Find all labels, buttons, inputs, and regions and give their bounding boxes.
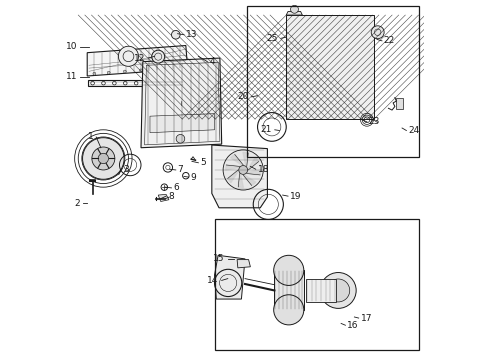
Polygon shape [243,174,256,185]
Bar [286,15,374,119]
Polygon shape [158,194,169,202]
Circle shape [123,70,126,73]
Text: 24: 24 [408,126,419,135]
Polygon shape [150,114,215,133]
Text: 22: 22 [384,36,395,45]
Circle shape [320,273,356,309]
Text: 12: 12 [134,54,146,63]
Polygon shape [212,145,268,208]
Text: 13: 13 [186,30,197,39]
Circle shape [371,26,384,39]
Text: 4: 4 [209,57,215,66]
Text: 20: 20 [237,92,248,101]
Polygon shape [243,152,248,167]
Circle shape [92,147,115,170]
Text: 6: 6 [173,183,179,192]
Polygon shape [87,45,188,76]
Circle shape [274,255,304,285]
Bar [306,279,337,302]
Circle shape [274,295,304,325]
Circle shape [152,50,165,63]
Text: 8: 8 [168,192,173,201]
Circle shape [154,68,157,71]
Text: 9: 9 [191,173,196,182]
Circle shape [181,66,184,69]
Polygon shape [228,170,239,183]
Circle shape [327,279,350,302]
Bar [247,6,419,157]
Text: 21: 21 [261,125,272,134]
Text: 17: 17 [361,314,372,323]
Text: 25: 25 [267,34,278,43]
Circle shape [140,69,143,72]
Text: 2: 2 [74,199,80,208]
Circle shape [176,134,185,143]
Text: 3: 3 [123,165,129,174]
Polygon shape [215,255,245,299]
Polygon shape [237,260,250,268]
Text: 7: 7 [177,166,183,175]
Circle shape [223,150,263,190]
Circle shape [168,67,171,70]
Polygon shape [238,173,244,188]
Text: 14: 14 [207,276,219,285]
Text: 23: 23 [368,117,380,126]
Circle shape [93,72,96,75]
Polygon shape [247,157,259,170]
Circle shape [98,153,108,164]
Bar [395,98,403,109]
Bar [215,220,419,350]
Text: 15: 15 [214,255,225,264]
Text: 11: 11 [66,72,77,81]
Circle shape [172,31,180,39]
Circle shape [82,138,124,179]
Polygon shape [141,58,221,148]
Bar [274,270,304,310]
Polygon shape [286,12,302,15]
Circle shape [239,166,247,174]
Polygon shape [230,154,243,166]
Text: 5: 5 [200,158,206,167]
Circle shape [291,5,298,13]
Text: 10: 10 [66,42,77,51]
Text: 19: 19 [290,192,301,201]
Text: 16: 16 [347,321,359,330]
Polygon shape [225,165,241,170]
Polygon shape [246,170,261,175]
Circle shape [107,71,110,74]
Text: 1: 1 [88,132,93,141]
Text: 18: 18 [258,165,269,174]
Circle shape [119,46,139,66]
